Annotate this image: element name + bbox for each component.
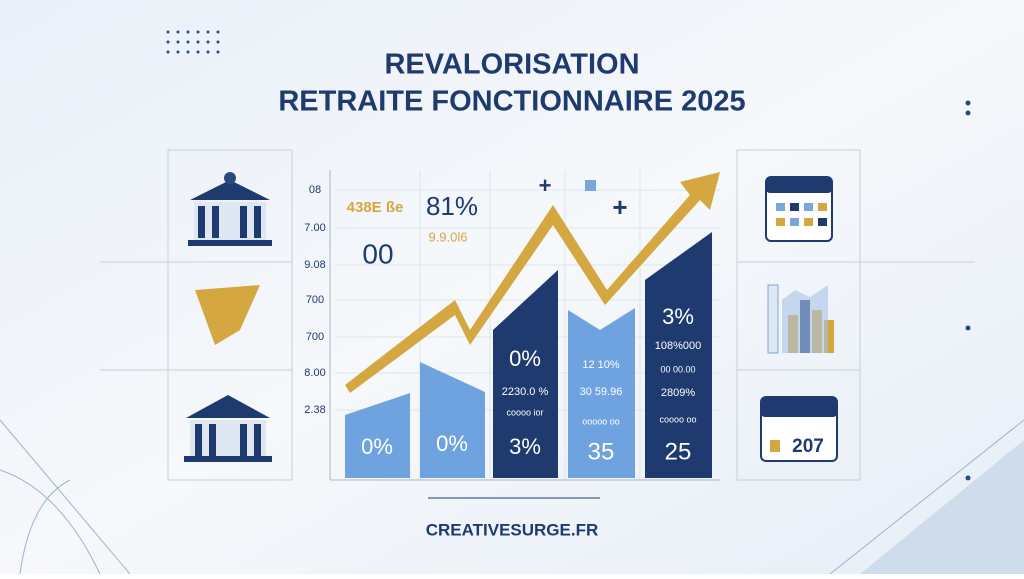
footer-site: CREATIVESURGE.FR [426, 520, 599, 539]
bar-label: 00 00.00 [660, 364, 695, 374]
calendar-icon [765, 176, 833, 242]
building-icon [184, 395, 272, 462]
bar-shape [345, 393, 410, 478]
chart-text: 9.9.0l6 [428, 229, 467, 244]
axis-label: 9.08 [304, 259, 325, 271]
title: RETRAITE FONCTIONNAIRE 2025 [278, 86, 745, 118]
bar-label: 108%000 [655, 340, 702, 352]
chart-text: 00 [362, 238, 393, 269]
axis-label: 700 [306, 331, 324, 343]
bar-label: 3% [509, 434, 541, 459]
corner-decor [0, 419, 1024, 575]
bar-shape [493, 270, 558, 478]
bar-label: 25 [665, 438, 692, 465]
bar-label: 2230.0 % [502, 386, 549, 398]
corner-shape [860, 440, 1024, 574]
square-icon [585, 180, 596, 191]
bar-label: 30 59.96 [580, 386, 623, 398]
building-icon [188, 172, 272, 246]
bar-label: 2809% [661, 387, 695, 399]
calendar-label: 207 [792, 436, 824, 457]
dot-pattern [166, 30, 971, 481]
bar-label: 3% [662, 304, 694, 329]
axis-label: 700 [306, 294, 324, 306]
calendar-icon: 207 [760, 396, 838, 462]
axis-label: 7.00 [304, 222, 325, 234]
chart-text: 81% [426, 191, 478, 221]
bar-label: coooo oo [659, 414, 696, 424]
plus-icon: + [612, 192, 627, 222]
bar-label: 35 [588, 438, 615, 465]
chart-text: 438E ße [347, 199, 404, 216]
panels [100, 149, 975, 481]
bar-label: 0% [436, 431, 468, 456]
gold-icon [195, 285, 260, 345]
bars-icon [767, 284, 834, 354]
bar-shape [568, 308, 635, 478]
bar-label: coooo ior [506, 407, 543, 417]
axis-label: 8.00 [304, 367, 325, 379]
plus-icon: + [539, 173, 552, 198]
bar-label: 12 10% [582, 359, 620, 371]
bar-label: ooooo oo [582, 416, 620, 426]
axis-label: 08 [309, 184, 321, 196]
bar-shape [645, 232, 712, 478]
title: REVALORISATION [384, 49, 639, 81]
bar-label: 0% [361, 434, 393, 459]
axis-label: 2.38 [304, 404, 325, 416]
bar-label: 0% [509, 346, 541, 371]
bar-shape [420, 362, 485, 478]
